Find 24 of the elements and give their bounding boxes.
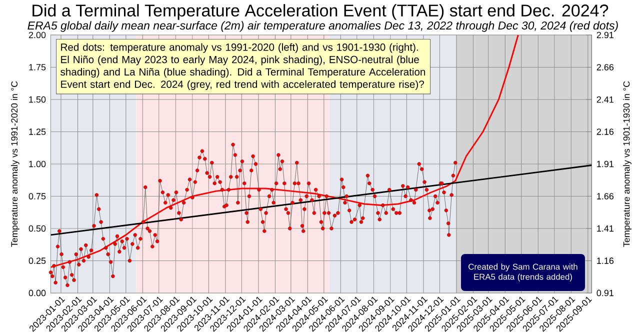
y-tick-label: 2.00 [28, 32, 46, 38]
y-tick-label: 1.50 [29, 96, 46, 103]
annotation: Red dots: temperature anomaly vs 1991-2020 (left) and vs 1901-1930 (right). El Niño (end May 2023 to early May 2024, pink shading), ENSO-neutral (blue shading) and La Niña (blue shading). Did a Terminal Temperature Acceleration Event start end Dec. 2024 (grey, red trend with accelerated temperature rise)? [60, 43, 426, 90]
y2-tick-label: 2.41 [596, 96, 614, 103]
y2-tick-label: 1.91 [597, 160, 614, 168]
y2-tick-label: 1.66 [597, 193, 614, 200]
y2-axis-title: Temperature anomaly vs 1901-1930 in °C [623, 81, 632, 247]
y2-tick-label: 2.66 [596, 64, 614, 70]
y-tick-label: 0.25 [28, 258, 46, 264]
chart-subtitle: ERA5 global daily mean near-surface (2m) air temperature anomalies Dec 13, 2022 through Dec 30, 2024 (red dots) [28, 21, 618, 32]
y-tick-label: 0.00 [28, 290, 46, 296]
y2-tick-label: 0.91 [596, 290, 614, 296]
annotation: Created by Sam Carana with ERA5 data (trends added) [468, 264, 578, 282]
y-tick-label: 0.50 [28, 225, 46, 232]
y2-tick-label: 1.41 [597, 225, 614, 232]
y-tick-label: 1.25 [29, 128, 46, 135]
y2-tick-label: 2.16 [596, 128, 614, 135]
y-axis-title: Temperature anomaly vs 1991-2020 in °C [10, 81, 20, 247]
y2-tick-label: 1.16 [597, 258, 614, 264]
y-tick-label: 1.00 [29, 160, 46, 168]
chart-title: Did a Terminal Temperature Acceleration Event (TTAE) start end Dec. 2024? [32, 4, 608, 20]
y-tick-label: 0.75 [28, 193, 46, 200]
y-tick-label: 1.75 [29, 64, 46, 70]
y2-tick-label: 2.91 [596, 32, 614, 38]
